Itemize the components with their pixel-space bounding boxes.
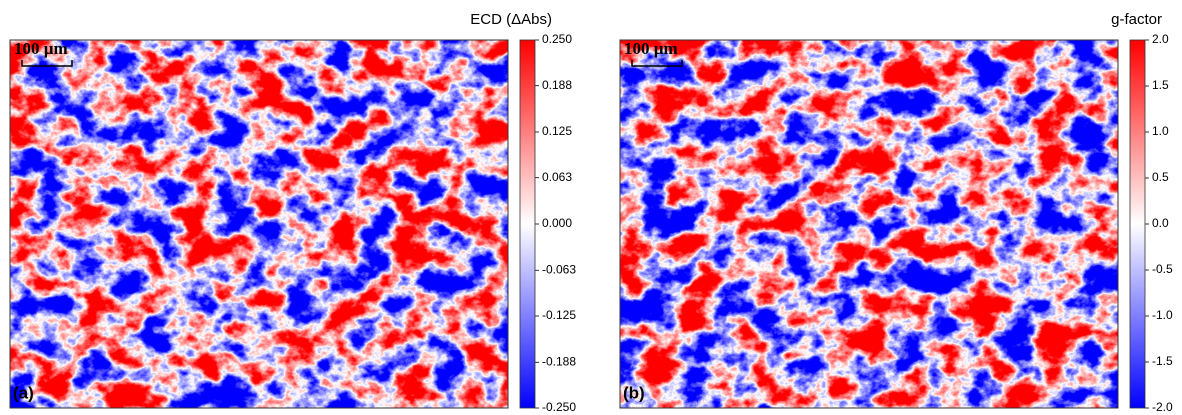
panel-label: (a) — [13, 383, 34, 402]
scale-bar — [21, 60, 73, 67]
colorbar-tick-label: -2.0 — [1152, 400, 1173, 414]
scale-bar-label: 100 µm — [14, 39, 68, 58]
colorbar-tick-label: 0.188 — [542, 78, 572, 92]
colorbar-tick-label: 0.250 — [542, 32, 572, 46]
colorbar-tick-label: -1.5 — [1152, 354, 1173, 368]
colorbar-tick-label: -1.0 — [1152, 308, 1173, 322]
colorbar-tick-label: 0.5 — [1152, 170, 1169, 184]
colorbar-tick-label: 2.0 — [1152, 32, 1169, 46]
colorbar-tick-label: -0.063 — [542, 263, 576, 277]
scale-bar-label: 100 µm — [624, 39, 678, 58]
colorbar-tick-label: 0.0 — [1152, 216, 1169, 230]
colorbar-tick-label: -0.250 — [542, 400, 576, 414]
colorbar-tick-label: 0.063 — [542, 170, 572, 184]
colorbar-tick-label: 1.5 — [1152, 78, 1169, 92]
colorbar-tick-label: -0.5 — [1152, 262, 1173, 276]
colorbar-tick-label: -0.188 — [542, 355, 576, 369]
colorbar-title: ECD (ΔAbs) — [470, 11, 552, 28]
colorbar — [1129, 39, 1146, 409]
colorbar-tick-label: 1.0 — [1152, 124, 1169, 138]
map-image — [10, 40, 508, 408]
map-frame — [9, 39, 509, 409]
map-image — [620, 40, 1118, 408]
colorbar-tick-label: -0.125 — [542, 308, 576, 322]
panel-label: (b) — [623, 383, 645, 402]
colorbar-tick-label: 0.125 — [542, 124, 572, 138]
colorbar — [519, 39, 536, 409]
colorbar-tick-label: 0.000 — [542, 216, 572, 230]
map-frame — [619, 39, 1119, 409]
scale-bar — [631, 60, 683, 67]
colorbar-title: g-factor — [1111, 11, 1162, 28]
